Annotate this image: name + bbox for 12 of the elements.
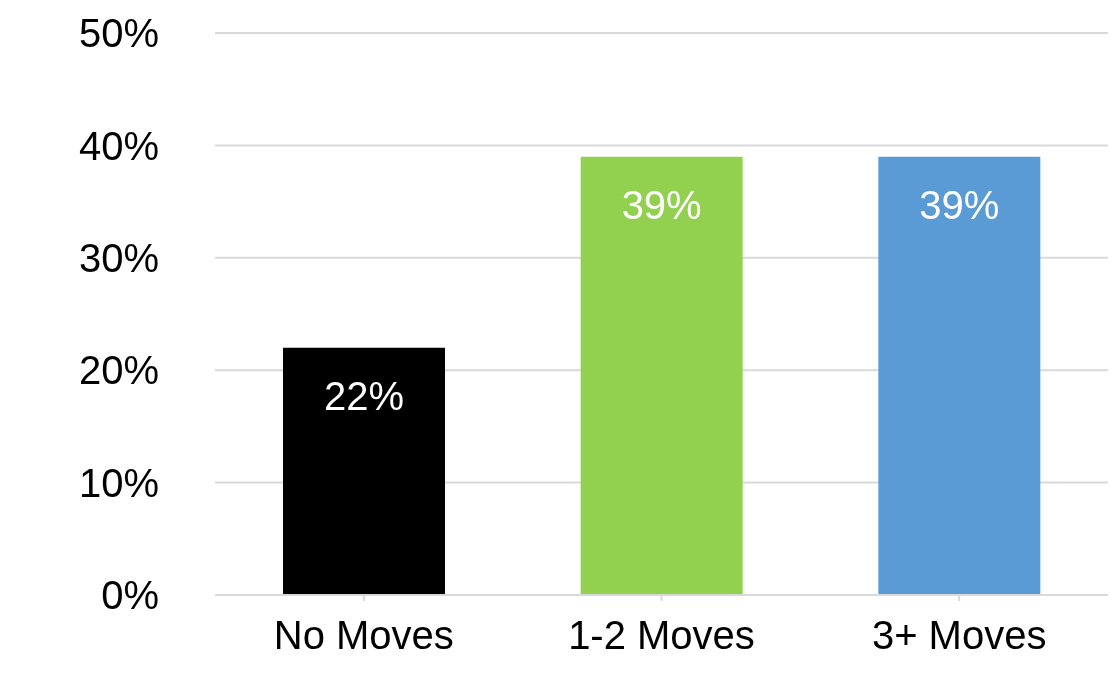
- y-tick-label: 10%: [78, 460, 159, 505]
- y-tick-label: 30%: [78, 236, 159, 280]
- data-label: 39%: [621, 182, 702, 227]
- y-tick-label: 0%: [101, 573, 159, 618]
- x-tick-label: No Moves: [273, 613, 454, 658]
- data-label: 22%: [323, 373, 405, 418]
- y-tick-label: 40%: [78, 123, 159, 168]
- x-tick-label: 3+ Moves: [871, 613, 1047, 658]
- x-tick-label: 1-2 Moves: [568, 613, 755, 658]
- y-tick-label: 50%: [78, 11, 159, 56]
- data-label: 39%: [919, 182, 1000, 227]
- y-tick-label: 20%: [78, 348, 159, 393]
